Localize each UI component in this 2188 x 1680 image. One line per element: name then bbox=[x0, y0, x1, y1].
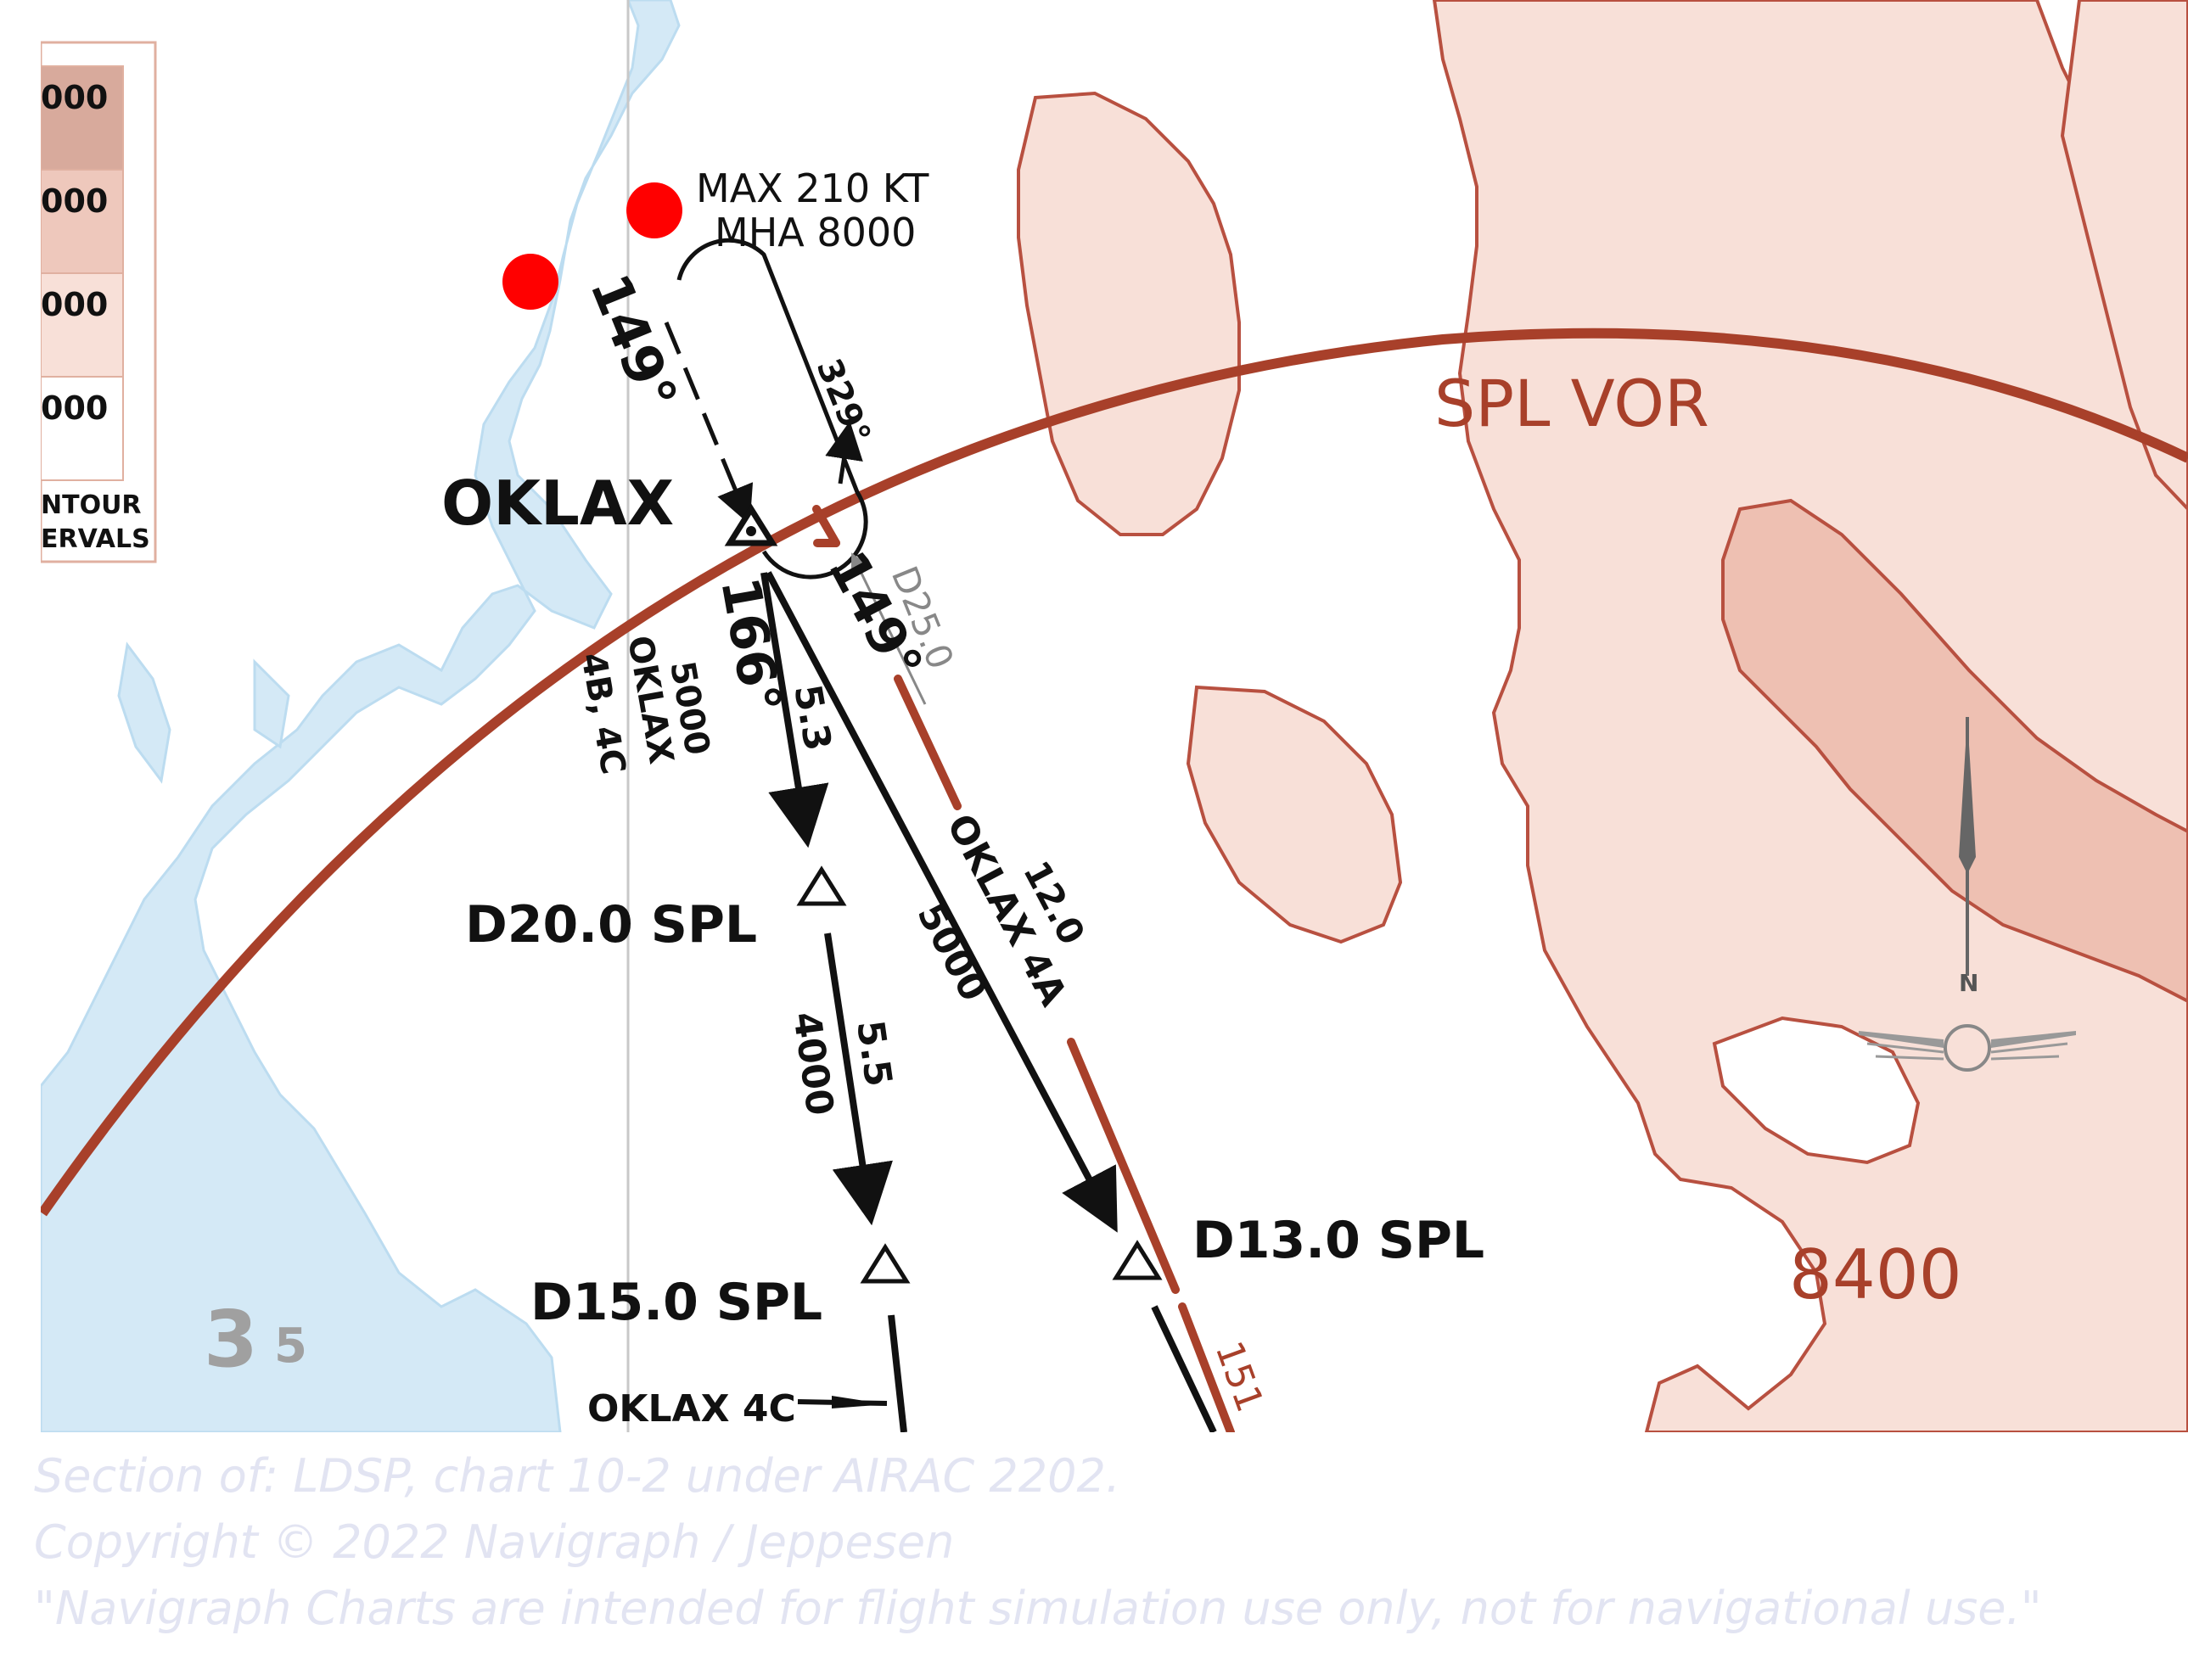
holding-pattern bbox=[676, 238, 868, 580]
d15-fix-icon bbox=[860, 1243, 911, 1284]
red-marker bbox=[626, 182, 682, 238]
fix-label-d20: D20.0 SPL bbox=[465, 895, 757, 955]
fix-label-oklax: OKLAX bbox=[441, 468, 674, 539]
holding-inbound-course: 149° bbox=[577, 266, 688, 419]
radial-red-segments bbox=[812, 505, 1235, 1432]
d20-fix-icon bbox=[796, 865, 847, 906]
fix-label-d13: D13.0 SPL bbox=[1192, 1211, 1484, 1270]
route-lower-altitude: 4000 bbox=[784, 1009, 842, 1117]
terrain-elevation: 8400 bbox=[1789, 1235, 1962, 1314]
legend-swatch bbox=[41, 169, 124, 274]
legend-swatch bbox=[41, 376, 124, 481]
route-149-altitude: 5000 bbox=[908, 896, 996, 1008]
grid-msa-small: 5 bbox=[274, 1319, 307, 1374]
usage-disclaimer: "Navigraph Charts are intended for fligh… bbox=[34, 1582, 2042, 1635]
vor-label: SPL VOR bbox=[1434, 366, 1709, 441]
grid-msa-large: 3 bbox=[204, 1294, 258, 1385]
legend-value: 000 bbox=[41, 182, 108, 220]
legend-value: 000 bbox=[41, 79, 108, 116]
fix-label-d15: D15.0 SPL bbox=[530, 1273, 822, 1332]
route-oklax-4c-label: OKLAX 4C bbox=[587, 1387, 796, 1431]
source-caption: Section of: LDSP, chart 10-2 under AIRAC… bbox=[34, 1449, 1120, 1503]
spl-vor-range-arc bbox=[41, 328, 2188, 1217]
d13-fix-icon bbox=[1112, 1240, 1163, 1280]
legend-caption: NTOUR bbox=[41, 490, 142, 520]
legend-swatch bbox=[41, 65, 124, 171]
legend-value: 000 bbox=[41, 286, 108, 323]
terrain-high-band bbox=[1721, 498, 2188, 1004]
fix-symbols bbox=[724, 503, 1163, 1284]
legend-value: 000 bbox=[41, 389, 108, 427]
copyright-caption: Copyright © 2022 Navigraph / Jeppesen bbox=[34, 1515, 954, 1569]
holding-speed-restriction: MAX 210 KT bbox=[696, 165, 929, 211]
holding-outbound-arrow bbox=[825, 421, 863, 484]
legend-caption: ERVALS bbox=[41, 524, 150, 554]
route-lines bbox=[760, 571, 1217, 1432]
route-lower-distance: 5.5 bbox=[848, 1017, 900, 1089]
route-166-variants: 4B, 4C bbox=[573, 650, 632, 777]
oklax-4c-arrow-shaft bbox=[797, 1399, 888, 1406]
holding-inbound-leg bbox=[664, 322, 754, 525]
holding-mha: MHA 8000 bbox=[715, 210, 916, 255]
holding-outbound-course: 329° bbox=[809, 354, 878, 450]
red-marker bbox=[502, 254, 558, 310]
dme-reference-arrow bbox=[850, 552, 927, 705]
compass-north-label: N bbox=[1959, 969, 1978, 997]
compass-rose bbox=[1859, 717, 2076, 1072]
contour-legend: 000 000 000 000 NTOUR ERVALS bbox=[41, 41, 157, 563]
